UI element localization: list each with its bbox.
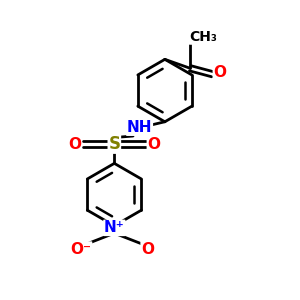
Text: CH₃: CH₃ <box>190 30 218 44</box>
Text: O: O <box>147 136 161 152</box>
Text: O: O <box>213 65 226 80</box>
Text: O⁻: O⁻ <box>70 242 92 257</box>
Text: N⁺: N⁺ <box>104 220 125 236</box>
Text: S: S <box>108 135 120 153</box>
Text: O: O <box>141 242 154 257</box>
Text: O: O <box>68 136 81 152</box>
Text: NH: NH <box>127 120 152 135</box>
